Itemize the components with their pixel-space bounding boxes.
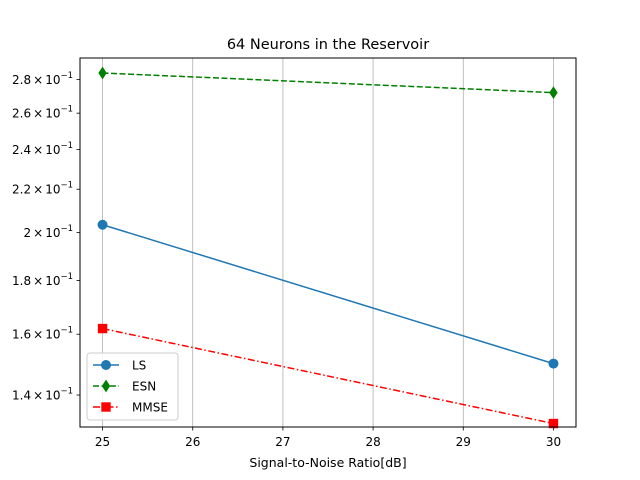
x-tick-label: 28	[365, 435, 380, 449]
data-point-esn	[98, 66, 107, 80]
y-tick-base: 10	[45, 73, 60, 87]
y-tick-exponent: −1	[60, 105, 73, 115]
y-tick-times: ×	[33, 107, 43, 121]
y-tick-label: 2.8 × 10−1	[12, 71, 73, 87]
y-tick-label: 1.6 × 10−1	[12, 326, 73, 342]
x-axis-ticks: 25 26 27 28 29 30	[95, 427, 561, 449]
y-tick-mantissa: 2.4	[12, 143, 31, 157]
y-axis-ticks: 1.4 × 10−11.6 × 10−11.8 × 10−12 × 10−12.2 × 10−12.…	[12, 71, 80, 403]
legend-marker-mmse	[101, 402, 111, 412]
series-line-esn	[102, 72, 554, 94]
y-tick-mantissa: 1.6	[12, 328, 31, 342]
y-tick-label: 2.2 × 10−1	[12, 181, 73, 197]
x-axis-label: Signal-to-Noise Ratio[dB]	[249, 455, 406, 470]
y-tick-exponent: −1	[60, 71, 73, 81]
data-point-ls	[97, 219, 108, 230]
y-tick-times: ×	[33, 226, 43, 240]
x-tick-label: 26	[185, 435, 200, 449]
y-tick-exponent: −1	[60, 141, 73, 151]
y-tick-label: 1.8 × 10−1	[12, 272, 73, 288]
x-tick-label: 30	[546, 435, 561, 449]
y-tick-exponent: −1	[60, 272, 73, 282]
y-tick-base: 10	[45, 328, 60, 342]
y-tick-base: 10	[45, 143, 60, 157]
y-tick-mantissa: 2	[23, 226, 31, 240]
y-tick-label: 2.4 × 10−1	[12, 141, 73, 157]
y-tick-mantissa: 2.2	[12, 183, 31, 197]
data-point-esn	[549, 86, 558, 100]
plot-frame	[79, 57, 577, 428]
data-point-ls	[548, 358, 559, 369]
legend-marker-esn	[101, 379, 111, 393]
y-tick-base: 10	[45, 183, 60, 197]
chart-title: 64 Neurons in the Reservoir	[227, 37, 429, 53]
y-tick-label: 2 × 10−1	[23, 224, 73, 240]
series-line-ls	[102, 224, 554, 365]
y-tick-base: 10	[45, 107, 60, 121]
y-tick-times: ×	[33, 143, 43, 157]
y-tick-base: 10	[45, 274, 60, 288]
y-tick-mantissa: 2.6	[12, 107, 31, 121]
legend-label-mmse: MMSE	[132, 401, 168, 415]
y-tick-times: ×	[33, 73, 43, 87]
y-tick-times: ×	[33, 389, 43, 403]
series-layer	[97, 66, 559, 429]
y-tick-times: ×	[33, 328, 43, 342]
y-tick-times: ×	[33, 274, 43, 288]
y-tick-base: 10	[45, 226, 60, 240]
y-tick-exponent: −1	[60, 181, 73, 191]
data-point-mmse	[97, 323, 108, 334]
legend: LS ESN MMSE	[86, 352, 179, 421]
y-tick-base: 10	[45, 389, 60, 403]
y-tick-mantissa: 1.4	[12, 389, 31, 403]
y-tick-label: 1.4 × 10−1	[12, 387, 73, 403]
x-tick-label: 25	[95, 435, 110, 449]
y-tick-mantissa: 1.8	[12, 274, 31, 288]
y-tick-exponent: −1	[60, 224, 73, 234]
x-tick-label: 29	[456, 435, 471, 449]
legend-marker-ls	[101, 360, 111, 370]
data-point-mmse	[548, 418, 559, 429]
y-tick-label: 2.6 × 10−1	[12, 105, 73, 121]
y-tick-exponent: −1	[60, 387, 73, 397]
legend-label-esn: ESN	[132, 380, 156, 394]
series-line-mmse	[102, 327, 554, 425]
y-tick-mantissa: 2.8	[12, 73, 31, 87]
legend-label-ls: LS	[132, 359, 146, 373]
y-tick-exponent: −1	[60, 326, 73, 336]
y-tick-times: ×	[33, 183, 43, 197]
x-tick-label: 27	[275, 435, 290, 449]
